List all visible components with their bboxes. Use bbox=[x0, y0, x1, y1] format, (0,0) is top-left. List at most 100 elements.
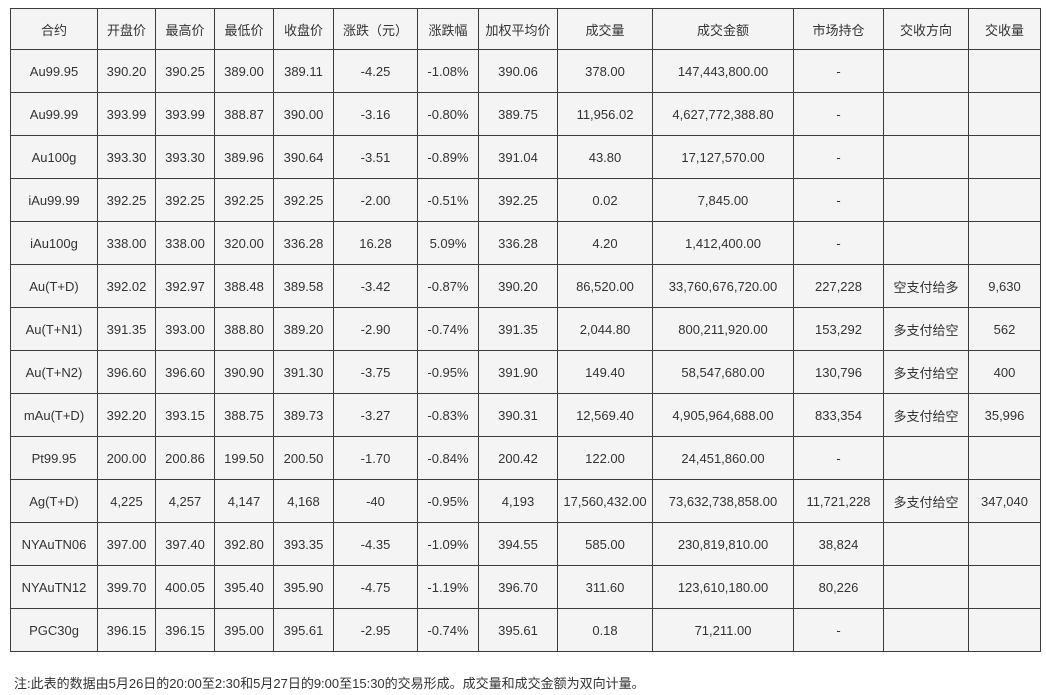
table-cell: 227,228 bbox=[793, 264, 884, 308]
table-cell: - bbox=[793, 221, 884, 265]
table-cell: 800,211,920.00 bbox=[652, 307, 794, 351]
table-cell: 71,211.00 bbox=[652, 608, 794, 652]
table-row: mAu(T+D) 392.20 393.15 388.75 389.73 -3.27 -0.… bbox=[10, 393, 1041, 437]
table-cell: 393.99 bbox=[97, 92, 156, 136]
table-row: Au(T+D) 392.02 392.97 388.48 389.58 -3.42 -0.8… bbox=[10, 264, 1041, 308]
table-cell bbox=[883, 608, 969, 652]
table-cell: 4,905,964,688.00 bbox=[652, 393, 794, 437]
column-header: 最低价 bbox=[214, 8, 274, 50]
table-cell: 200.00 bbox=[97, 436, 156, 480]
table-cell: 392.25 bbox=[478, 178, 558, 222]
table-cell bbox=[968, 221, 1041, 265]
table-cell: 833,354 bbox=[793, 393, 884, 437]
contract-cell: NYAuTN12 bbox=[10, 565, 98, 609]
table-cell: 390.25 bbox=[155, 49, 215, 93]
table-cell bbox=[883, 135, 969, 179]
table-cell: -3.75 bbox=[333, 350, 418, 394]
table-cell: 320.00 bbox=[214, 221, 274, 265]
table-cell: -4.35 bbox=[333, 522, 418, 566]
table-cell: 393.30 bbox=[155, 135, 215, 179]
table-cell: 389.00 bbox=[214, 49, 274, 93]
table-cell: -1.09% bbox=[417, 522, 479, 566]
table-cell: 392.80 bbox=[214, 522, 274, 566]
table-cell: -0.84% bbox=[417, 436, 479, 480]
table-cell: 43.80 bbox=[557, 135, 653, 179]
table-cell: 400.05 bbox=[155, 565, 215, 609]
table-row: iAu99.99 392.25 392.25 392.25 392.25 -2.00 -0.… bbox=[10, 178, 1041, 222]
table-cell: 393.15 bbox=[155, 393, 215, 437]
table-cell: 389.96 bbox=[214, 135, 274, 179]
table-cell: 73,632,738,858.00 bbox=[652, 479, 794, 523]
contract-cell: mAu(T+D) bbox=[10, 393, 98, 437]
table-cell: 391.35 bbox=[478, 307, 558, 351]
table-cell: - bbox=[793, 608, 884, 652]
table-cell: 2,044.80 bbox=[557, 307, 653, 351]
table-cell: 多支付给空 bbox=[883, 393, 969, 437]
table-cell: - bbox=[793, 178, 884, 222]
table-cell: - bbox=[793, 135, 884, 179]
table-cell: 17,560,432.00 bbox=[557, 479, 653, 523]
contract-cell: Au99.95 bbox=[10, 49, 98, 93]
table-cell: -1.08% bbox=[417, 49, 479, 93]
contract-cell: PGC30g bbox=[10, 608, 98, 652]
table-cell: 4,257 bbox=[155, 479, 215, 523]
table-cell: -4.75 bbox=[333, 565, 418, 609]
table-cell: 80,226 bbox=[793, 565, 884, 609]
contract-cell: Pt99.95 bbox=[10, 436, 98, 480]
table-body: Au99.95 390.20 390.25 389.00 389.11 -4.25 -1.0… bbox=[10, 49, 1041, 652]
table-cell: 空支付给多 bbox=[883, 264, 969, 308]
table-cell: 12,569.40 bbox=[557, 393, 653, 437]
table-cell: 4,147 bbox=[214, 479, 274, 523]
table-cell bbox=[883, 178, 969, 222]
table-cell: 400 bbox=[968, 350, 1041, 394]
contract-cell: Au100g bbox=[10, 135, 98, 179]
table-cell: 391.35 bbox=[97, 307, 156, 351]
table-cell: 390.64 bbox=[273, 135, 334, 179]
table-cell bbox=[968, 178, 1041, 222]
table-cell: 392.25 bbox=[155, 178, 215, 222]
table-cell: 389.11 bbox=[273, 49, 334, 93]
table-cell: 130,796 bbox=[793, 350, 884, 394]
table-cell bbox=[883, 436, 969, 480]
table-cell bbox=[883, 522, 969, 566]
table-cell: 395.61 bbox=[273, 608, 334, 652]
table-cell: 390.20 bbox=[97, 49, 156, 93]
table-cell: 394.55 bbox=[478, 522, 558, 566]
table-cell: -2.95 bbox=[333, 608, 418, 652]
table-cell: 392.20 bbox=[97, 393, 156, 437]
table-cell bbox=[968, 92, 1041, 136]
table-cell: -0.87% bbox=[417, 264, 479, 308]
table-cell: 4,168 bbox=[273, 479, 334, 523]
table-cell: - bbox=[793, 49, 884, 93]
table-cell: 16.28 bbox=[333, 221, 418, 265]
table-cell: 397.40 bbox=[155, 522, 215, 566]
table-cell: 11,721,228 bbox=[793, 479, 884, 523]
table-cell: 396.70 bbox=[478, 565, 558, 609]
table-cell: -1.19% bbox=[417, 565, 479, 609]
table-cell: -0.80% bbox=[417, 92, 479, 136]
column-header: 合约 bbox=[10, 8, 98, 50]
table-cell: 395.61 bbox=[478, 608, 558, 652]
table-cell: 562 bbox=[968, 307, 1041, 351]
contract-cell: NYAuTN06 bbox=[10, 522, 98, 566]
table-row: iAu100g 338.00 338.00 320.00 336.28 16.28 5.09… bbox=[10, 221, 1041, 265]
table-cell: 4,193 bbox=[478, 479, 558, 523]
column-header: 市场持仓 bbox=[793, 8, 884, 50]
table-cell: 392.25 bbox=[97, 178, 156, 222]
table-cell bbox=[968, 135, 1041, 179]
table-cell: 336.28 bbox=[478, 221, 558, 265]
table-cell: -3.51 bbox=[333, 135, 418, 179]
table-cell: 391.04 bbox=[478, 135, 558, 179]
table-cell: -1.70 bbox=[333, 436, 418, 480]
table-cell bbox=[968, 522, 1041, 566]
table-cell bbox=[883, 92, 969, 136]
table-cell: 336.28 bbox=[273, 221, 334, 265]
table-cell: 585.00 bbox=[557, 522, 653, 566]
contract-cell: iAu99.99 bbox=[10, 178, 98, 222]
table-cell: -0.83% bbox=[417, 393, 479, 437]
table-cell: 389.73 bbox=[273, 393, 334, 437]
column-header: 成交金额 bbox=[652, 8, 794, 50]
table-cell: -2.00 bbox=[333, 178, 418, 222]
table-cell: 9,630 bbox=[968, 264, 1041, 308]
table-row: Au(T+N1) 391.35 393.00 388.80 389.20 -2.90 -0.… bbox=[10, 307, 1041, 351]
